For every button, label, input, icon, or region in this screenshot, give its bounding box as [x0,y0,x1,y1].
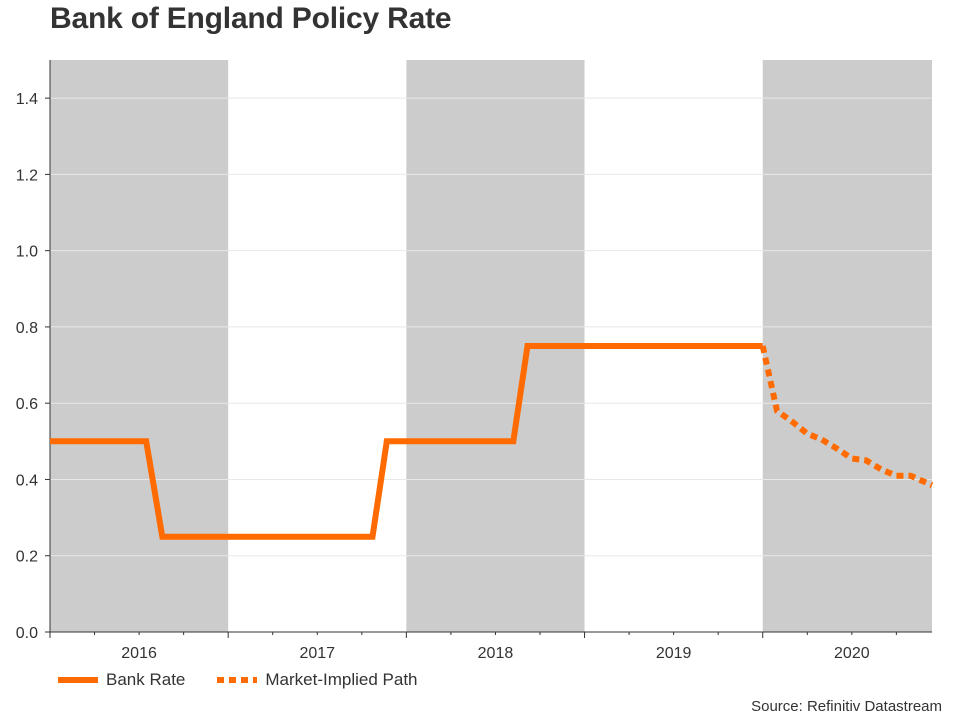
chart-title: Bank of England Policy Rate [50,2,452,35]
source-note: Source: Refinitiv Datastream [751,698,942,715]
y-tick-label: 1.2 [16,167,38,184]
legend: Bank Rate Market-Implied Path [58,670,450,690]
y-tick-label: 0.0 [16,625,38,642]
y-tick-label: 0.6 [16,396,38,413]
x-tick-label: 2019 [656,645,692,662]
year-shading [50,60,932,632]
legend-swatch-dotted [217,677,258,683]
y-tick-label: 1.4 [16,91,38,108]
y-tick-label: 0.8 [16,320,38,337]
x-axis-labels: 2016 2017 2018 2019 2020 [121,645,869,662]
gridlines [50,97,932,557]
x-tick-label: 2020 [834,645,870,662]
x-tick-label: 2018 [478,645,514,662]
y-axis-labels: 0.0 0.2 0.4 0.6 0.8 1.0 1.2 1.4 [16,91,38,642]
legend-swatch-solid [58,677,98,683]
axes [45,60,932,638]
y-tick-label: 0.4 [16,472,38,489]
data-lines [50,343,934,540]
x-tick-label: 2016 [121,645,157,662]
x-tick-label: 2017 [299,645,335,662]
legend-label-bank-rate: Bank Rate [106,670,186,689]
series-line-market-implied-path [759,345,934,488]
shade-band-2016 [50,60,229,632]
legend-item-bank-rate: Bank Rate [58,670,185,690]
shade-band-2020 [762,60,932,632]
legend-item-market-path: Market-Implied Path [217,670,418,690]
legend-label-market-path: Market-Implied Path [265,670,418,689]
series-line-bank-rate [50,343,763,540]
y-tick-label: 1.0 [16,244,38,261]
y-tick-label: 0.2 [16,549,38,566]
